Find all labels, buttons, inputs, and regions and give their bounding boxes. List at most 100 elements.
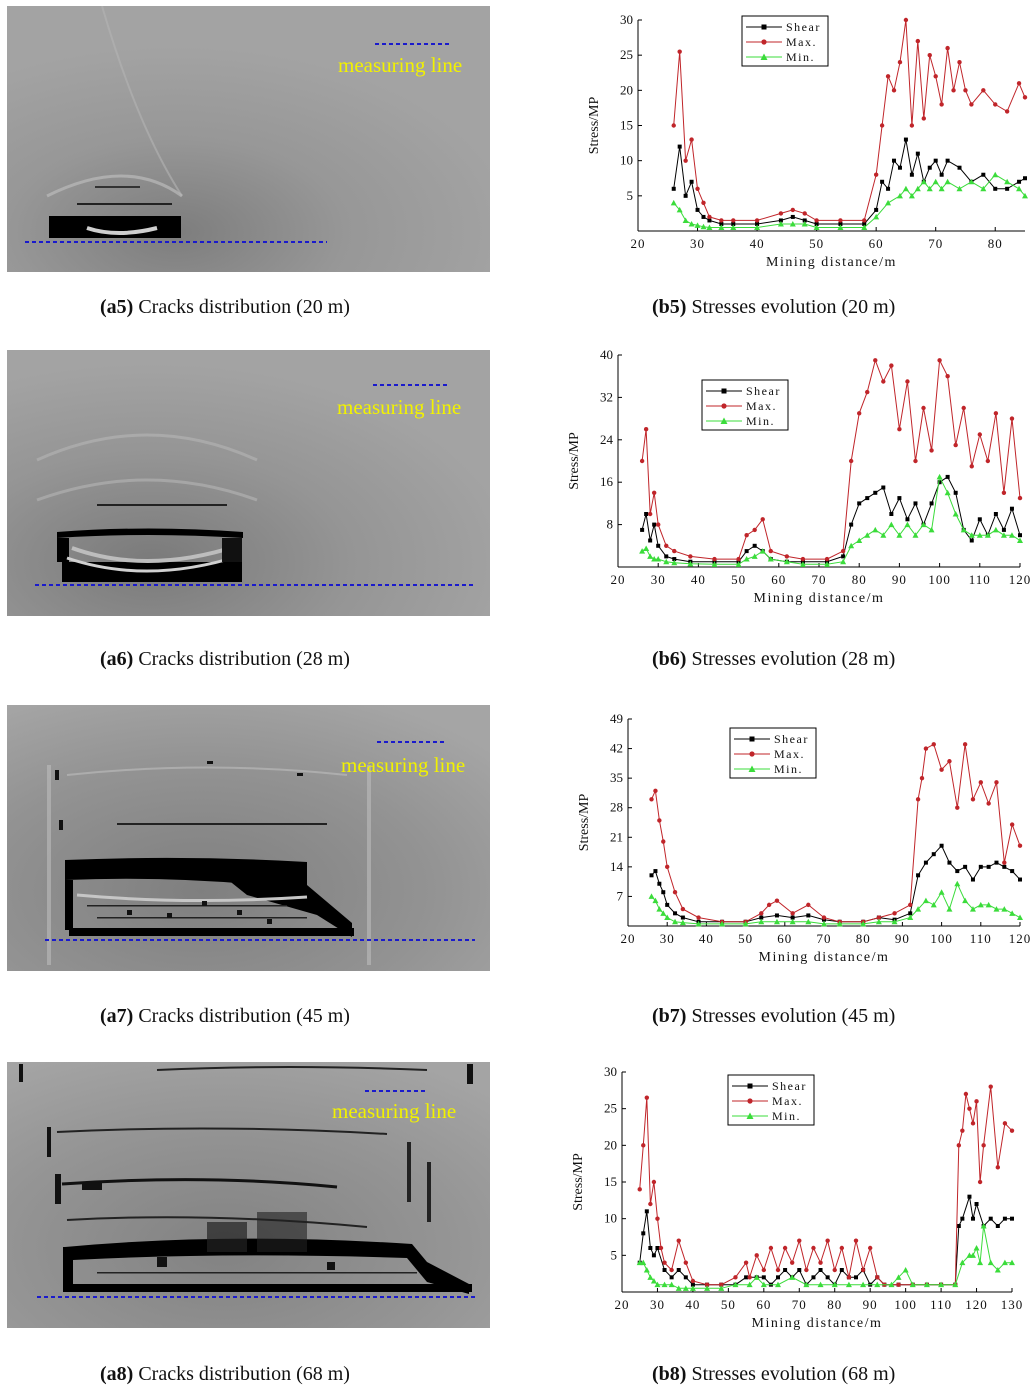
data-point bbox=[696, 915, 700, 919]
data-point bbox=[677, 49, 681, 53]
data-point bbox=[1002, 865, 1006, 869]
data-point bbox=[862, 218, 866, 222]
data-point bbox=[978, 432, 982, 436]
legend-entry: Max. bbox=[746, 399, 777, 413]
data-point bbox=[857, 501, 861, 505]
data-point bbox=[946, 159, 950, 163]
legend-entry: Min. bbox=[786, 50, 815, 64]
data-point bbox=[904, 138, 908, 142]
stress-chart-b7: 714212835424920 30 40 50 60 70 80 90 100 110 120Mi… bbox=[560, 704, 1030, 1004]
data-point bbox=[922, 116, 926, 120]
data-point bbox=[1003, 1121, 1007, 1125]
x-tick-label: 70 bbox=[812, 572, 827, 587]
data-point bbox=[641, 1143, 645, 1147]
data-point bbox=[920, 776, 924, 780]
data-point bbox=[913, 501, 917, 505]
data-point bbox=[996, 1165, 1000, 1169]
data-point bbox=[971, 1121, 975, 1125]
data-point bbox=[657, 818, 661, 822]
data-point bbox=[946, 906, 952, 912]
data-point bbox=[653, 869, 657, 873]
data-point bbox=[963, 865, 967, 869]
x-tick-label: 30 bbox=[650, 1297, 665, 1312]
data-point bbox=[897, 496, 901, 500]
y-tick-label: 49 bbox=[610, 711, 623, 726]
data-point bbox=[940, 844, 944, 848]
data-point bbox=[1017, 538, 1023, 544]
data-point bbox=[695, 187, 699, 191]
data-point bbox=[953, 511, 959, 517]
data-point bbox=[979, 780, 983, 784]
data-point bbox=[848, 543, 854, 549]
data-point bbox=[994, 411, 998, 415]
data-point bbox=[661, 890, 665, 894]
data-point bbox=[1004, 179, 1010, 185]
x-tick-label: 20 bbox=[621, 931, 636, 946]
data-point bbox=[701, 215, 705, 219]
data-point bbox=[671, 200, 677, 206]
data-point bbox=[1009, 910, 1015, 916]
data-point bbox=[662, 1260, 666, 1264]
data-point bbox=[683, 158, 687, 162]
data-point bbox=[967, 1106, 971, 1110]
data-point bbox=[874, 173, 878, 177]
measuring-lines-a5: measuring line bbox=[7, 6, 490, 272]
data-point bbox=[779, 211, 783, 215]
y-tick-label: 20 bbox=[604, 1137, 617, 1152]
data-point bbox=[719, 218, 723, 222]
data-point bbox=[913, 459, 917, 463]
data-point bbox=[1002, 528, 1006, 532]
data-point bbox=[957, 60, 961, 64]
data-point bbox=[934, 159, 938, 163]
data-point bbox=[885, 200, 891, 206]
y-tick-label: 42 bbox=[610, 741, 623, 756]
data-point bbox=[865, 496, 869, 500]
data-point bbox=[898, 166, 902, 170]
data-point bbox=[1010, 1217, 1014, 1221]
measuring-line-label: measuring line bbox=[338, 53, 462, 77]
y-tick-label: 25 bbox=[620, 47, 633, 62]
series-line-shear bbox=[652, 846, 1021, 922]
y-tick-label: 15 bbox=[620, 118, 633, 133]
x-tick-label: 80 bbox=[988, 236, 1003, 251]
data-point bbox=[1002, 860, 1006, 864]
x-tick-label: 60 bbox=[869, 236, 884, 251]
data-point bbox=[684, 1260, 688, 1264]
stress-chart-b5: 5101520253020 30 40 50 60 70 80Mining distance… bbox=[560, 6, 1030, 306]
data-point bbox=[736, 557, 740, 561]
data-point bbox=[903, 1267, 909, 1273]
data-point bbox=[762, 1268, 766, 1272]
data-point bbox=[954, 491, 958, 495]
data-point bbox=[696, 208, 700, 212]
data-point bbox=[819, 1268, 823, 1272]
y-tick-label: 32 bbox=[600, 389, 613, 404]
x-tick-label: 110 bbox=[930, 1297, 952, 1312]
data-point bbox=[921, 179, 927, 185]
measuring-lines-a6: measuring line bbox=[7, 350, 490, 616]
data-point bbox=[755, 218, 759, 222]
y-tick-label: 30 bbox=[620, 12, 633, 27]
data-point bbox=[910, 173, 914, 177]
legend-entry: Min. bbox=[772, 1109, 801, 1123]
data-point bbox=[643, 545, 649, 551]
data-point bbox=[664, 544, 668, 548]
data-point bbox=[640, 459, 644, 463]
x-tick-label: 70 bbox=[928, 236, 943, 251]
x-tick-label: 90 bbox=[895, 931, 910, 946]
data-point bbox=[892, 88, 896, 92]
data-point bbox=[889, 363, 893, 367]
data-point bbox=[971, 1217, 975, 1221]
data-point bbox=[880, 123, 884, 127]
data-point bbox=[1018, 533, 1022, 537]
y-tick-label: 8 bbox=[607, 517, 614, 532]
data-point bbox=[970, 539, 974, 543]
data-point bbox=[776, 1275, 780, 1279]
x-tick-label: 30 bbox=[651, 572, 666, 587]
data-point bbox=[701, 201, 705, 205]
x-axis-label: Mining distance/m bbox=[752, 1316, 883, 1331]
data-point bbox=[652, 1180, 656, 1184]
data-point bbox=[970, 464, 974, 468]
data-point bbox=[963, 88, 967, 92]
data-point bbox=[939, 102, 943, 106]
data-point bbox=[971, 797, 975, 801]
